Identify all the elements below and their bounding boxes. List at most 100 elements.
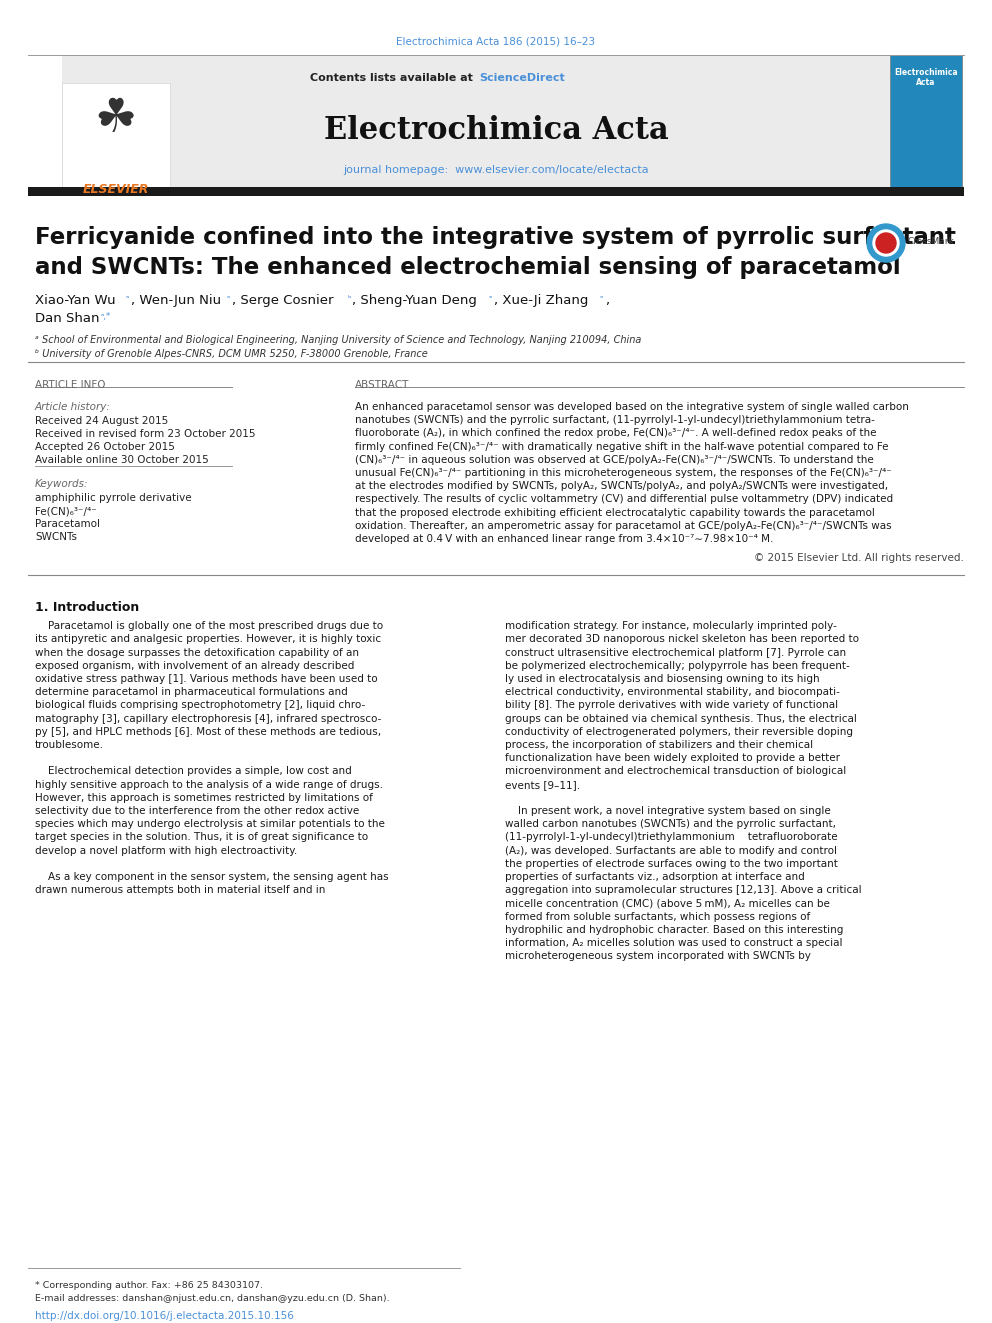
Text: modification strategy. For instance, molecularly imprinted poly-: modification strategy. For instance, mol… [505,622,837,631]
Text: Xiao-Yan Wu: Xiao-Yan Wu [35,294,116,307]
Text: ,: , [605,294,609,307]
Text: ELSEVIER: ELSEVIER [82,183,149,196]
Text: CrossMark: CrossMark [907,237,953,246]
Text: that the proposed electrode exhibiting efficient electrocatalytic capability tow: that the proposed electrode exhibiting e… [355,508,875,517]
Text: amphiphilic pyrrole derivative: amphiphilic pyrrole derivative [35,493,191,503]
Bar [28,187,964,196]
Text: exposed organism, with involvement of an already described: exposed organism, with involvement of an… [35,660,354,671]
Text: respectively. The results of cyclic voltammetry (CV) and differential pulse volt: respectively. The results of cyclic volt… [355,495,893,504]
Text: (A₂), was developed. Surfactants are able to modify and control: (A₂), was developed. Surfactants are abl… [505,845,837,856]
Text: conductivity of electrogenerated polymers, their reversible doping: conductivity of electrogenerated polymer… [505,726,853,737]
Text: oxidative stress pathway [1]. Various methods have been used to: oxidative stress pathway [1]. Various me… [35,673,378,684]
Text: Received 24 August 2015: Received 24 August 2015 [35,415,169,426]
Text: matography [3], capillary electrophoresis [4], infrared spectrosco-: matography [3], capillary electrophoresi… [35,713,381,724]
Text: groups can be obtained via chemical synthesis. Thus, the electrical: groups can be obtained via chemical synt… [505,713,857,724]
Text: 1. Introduction: 1. Introduction [35,601,139,614]
Text: Contents lists available at: Contents lists available at [310,73,477,83]
Text: ᵃ: ᵃ [227,294,230,303]
Text: ᵃ,*: ᵃ,* [101,312,111,321]
Text: walled carbon nanotubes (SWCNTs) and the pyrrolic surfactant,: walled carbon nanotubes (SWCNTs) and the… [505,819,836,830]
Text: firmly confined Fe(CN)₆³⁻/⁴⁻ with dramatically negative shift in the half-wave p: firmly confined Fe(CN)₆³⁻/⁴⁻ with dramat… [355,442,889,451]
Text: properties of surfactants viz., adsorption at interface and: properties of surfactants viz., adsorpti… [505,872,805,882]
Text: the properties of electrode surfaces owing to the two important: the properties of electrode surfaces owi… [505,859,838,869]
Text: ScienceDirect: ScienceDirect [479,73,564,83]
Text: , Sheng-Yuan Deng: , Sheng-Yuan Deng [352,294,477,307]
Bar [890,56,962,191]
Text: Keywords:: Keywords: [35,479,88,490]
Text: events [9–11].: events [9–11]. [505,779,580,790]
Text: microenvironment and electrochemical transduction of biological: microenvironment and electrochemical tra… [505,766,846,777]
Text: microheterogeneous system incorporated with SWCNTs by: microheterogeneous system incorporated w… [505,951,810,962]
Circle shape [867,224,905,262]
Text: * Corresponding author. Fax: +86 25 84303107.: * Corresponding author. Fax: +86 25 8430… [35,1281,263,1290]
Bar [62,83,170,188]
Text: Electrochimica Acta 186 (2015) 16–23: Electrochimica Acta 186 (2015) 16–23 [397,36,595,46]
Text: However, this approach is sometimes restricted by limitations of: However, this approach is sometimes rest… [35,792,373,803]
Text: , Serge Cosnier: , Serge Cosnier [232,294,333,307]
Text: An enhanced paracetamol sensor was developed based on the integrative system of : An enhanced paracetamol sensor was devel… [355,402,909,411]
Text: selectivity due to the interference from the other redox active: selectivity due to the interference from… [35,806,359,816]
Text: be polymerized electrochemically; polypyrrole has been frequent-: be polymerized electrochemically; polypy… [505,660,850,671]
Text: Available online 30 October 2015: Available online 30 October 2015 [35,455,208,464]
Text: (CN)₆³⁻/⁴⁻ in aqueous solution was observed at GCE/polyA₂-Fe(CN)₆³⁻/⁴⁻/SWCNTs. T: (CN)₆³⁻/⁴⁻ in aqueous solution was obser… [355,455,874,464]
Text: oxidation. Thereafter, an amperometric assay for paracetamol at GCE/polyA₂-Fe(CN: oxidation. Thereafter, an amperometric a… [355,521,892,531]
Text: construct ultrasensitive electrochemical platform [7]. Pyrrole can: construct ultrasensitive electrochemical… [505,647,846,658]
Text: determine paracetamol in pharmaceutical formulations and: determine paracetamol in pharmaceutical … [35,687,348,697]
Text: hydrophilic and hydrophobic character. Based on this interesting: hydrophilic and hydrophobic character. B… [505,925,843,935]
Text: © 2015 Elsevier Ltd. All rights reserved.: © 2015 Elsevier Ltd. All rights reserved… [754,553,964,564]
Text: http://dx.doi.org/10.1016/j.electacta.2015.10.156: http://dx.doi.org/10.1016/j.electacta.20… [35,1311,294,1320]
Text: ᵇ: ᵇ [347,294,350,303]
Text: ᵃ: ᵃ [489,294,492,303]
Text: Dan Shan: Dan Shan [35,312,99,325]
Text: and SWCNTs: The enhanced electrochemial sensing of paracetamol: and SWCNTs: The enhanced electrochemial … [35,255,901,279]
Text: develop a novel platform with high electroactivity.: develop a novel platform with high elect… [35,845,298,856]
Text: ARTICLE INFO: ARTICLE INFO [35,380,105,390]
Text: Paracetamol is globally one of the most prescribed drugs due to: Paracetamol is globally one of the most … [35,622,383,631]
Text: at the electrodes modified by SWCNTs, polyA₂, SWCNTs/polyA₂, and polyA₂/SWCNTs w: at the electrodes modified by SWCNTs, po… [355,482,888,491]
Text: ABSTRACT: ABSTRACT [355,380,410,390]
Text: mer decorated 3D nanoporous nickel skeleton has been reported to: mer decorated 3D nanoporous nickel skele… [505,635,859,644]
Text: As a key component in the sensor system, the sensing agent has: As a key component in the sensor system,… [35,872,389,882]
Text: Accepted 26 October 2015: Accepted 26 October 2015 [35,442,175,452]
Text: py [5], and HPLC methods [6]. Most of these methods are tedious,: py [5], and HPLC methods [6]. Most of th… [35,726,381,737]
Text: information, A₂ micelles solution was used to construct a special: information, A₂ micelles solution was us… [505,938,842,949]
Text: SWCNTs: SWCNTs [35,532,77,542]
Text: nanotubes (SWCNTs) and the pyrrolic surfactant, (11-pyrrolyl-1-yl-undecyl)trieth: nanotubes (SWCNTs) and the pyrrolic surf… [355,415,875,425]
Bar [62,56,890,191]
Text: process, the incorporation of stabilizers and their chemical: process, the incorporation of stabilizer… [505,740,813,750]
Text: ☘: ☘ [95,98,137,143]
Text: troublesome.: troublesome. [35,740,104,750]
Text: drawn numerous attempts both in material itself and in: drawn numerous attempts both in material… [35,885,325,896]
Text: journal homepage:  www.elsevier.com/locate/electacta: journal homepage: www.elsevier.com/locat… [343,165,649,175]
Text: E-mail addresses: danshan@njust.edu.cn, danshan@yzu.edu.cn (D. Shan).: E-mail addresses: danshan@njust.edu.cn, … [35,1294,390,1303]
Text: micelle concentration (CMC) (above 5 mM), A₂ micelles can be: micelle concentration (CMC) (above 5 mM)… [505,898,830,909]
Text: aggregation into supramolecular structures [12,13]. Above a critical: aggregation into supramolecular structur… [505,885,862,896]
Text: its antipyretic and analgesic properties. However, it is highly toxic: its antipyretic and analgesic properties… [35,635,381,644]
Text: Ferricyanide confined into the integrative system of pyrrolic surfactant: Ferricyanide confined into the integrati… [35,226,956,249]
Text: , Xue-Ji Zhang: , Xue-Ji Zhang [494,294,588,307]
Text: ᵃ: ᵃ [600,294,603,303]
Text: In present work, a novel integrative system based on single: In present work, a novel integrative sys… [505,806,830,816]
Text: bility [8]. The pyrrole derivatives with wide variety of functional: bility [8]. The pyrrole derivatives with… [505,700,838,710]
Text: Electrochimica
Acta: Electrochimica Acta [894,67,958,87]
Text: Electrochimica Acta: Electrochimica Acta [323,115,669,146]
Text: , Wen-Jun Niu: , Wen-Jun Niu [131,294,221,307]
Text: functionalization have been widely exploited to provide a better: functionalization have been widely explo… [505,753,840,763]
Text: Article history:: Article history: [35,402,111,411]
Text: Electrochemical detection provides a simple, low cost and: Electrochemical detection provides a sim… [35,766,352,777]
Text: formed from soluble surfactants, which possess regions of: formed from soluble surfactants, which p… [505,912,810,922]
Text: electrical conductivity, environmental stability, and biocompati-: electrical conductivity, environmental s… [505,687,840,697]
Text: species which may undergo electrolysis at similar potentials to the: species which may undergo electrolysis a… [35,819,385,830]
Circle shape [873,230,899,255]
Text: ᵇ University of Grenoble Alpes-CNRS, DCM UMR 5250, F-38000 Grenoble, France: ᵇ University of Grenoble Alpes-CNRS, DCM… [35,349,428,359]
Text: Received in revised form 23 October 2015: Received in revised form 23 October 2015 [35,429,256,439]
Text: when the dosage surpasses the detoxification capability of an: when the dosage surpasses the detoxifica… [35,647,359,658]
Text: fluoroborate (A₂), in which confined the redox probe, Fe(CN)₆³⁻/⁴⁻. A well-defin: fluoroborate (A₂), in which confined the… [355,429,877,438]
Text: biological fluids comprising spectrophotometry [2], liquid chro-: biological fluids comprising spectrophot… [35,700,365,710]
Text: ᵃ School of Environmental and Biological Engineering, Nanjing University of Scie: ᵃ School of Environmental and Biological… [35,335,642,345]
Text: Fe(CN)₆³⁻/⁴⁻: Fe(CN)₆³⁻/⁴⁻ [35,505,97,516]
Text: Paracetamol: Paracetamol [35,519,100,529]
Text: (11-pyrrolyl-1-yl-undecyl)triethylammonium    tetrafluoroborate: (11-pyrrolyl-1-yl-undecyl)triethylammoni… [505,832,837,843]
Text: ᵃ: ᵃ [126,294,129,303]
Circle shape [876,233,896,253]
